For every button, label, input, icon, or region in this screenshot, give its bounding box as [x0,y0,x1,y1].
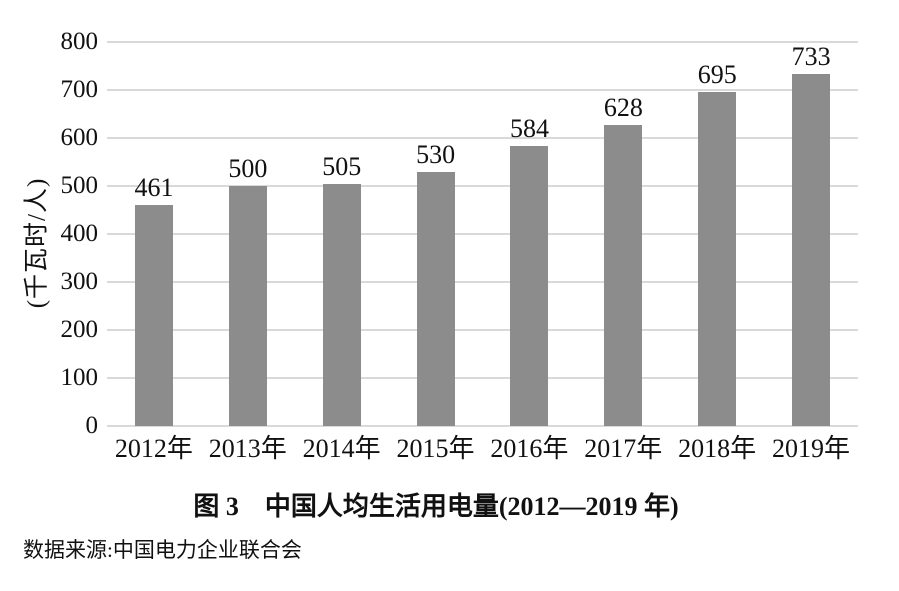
y-axis-tick-label-700: 700 [60,76,99,103]
data-source-note: 数据来源:中国电力企业联合会 [23,538,302,562]
bar-column-2013: 500 2013年 [201,42,295,462]
bar-2017 [604,124,643,426]
bar-column-2018: 695 2018年 [670,42,764,462]
bar-column-2014: 505 2014年 [295,42,389,461]
x-axis-label-2019: 2019年 [772,434,851,463]
y-axis-tick-labels: 0 100 200 300 400 500 600 700 800 [0,0,99,591]
bar-2013 [228,186,267,426]
y-axis-tick-label-500: 500 [60,172,99,199]
y-axis-tick-label-300: 300 [60,268,99,295]
bar-value-label-2014: 505 [322,151,362,181]
x-axis-label-2013: 2013年 [208,434,287,463]
chart-title: 图 3 中国人均生活用电量(2012—2019 年) [193,492,679,521]
x-axis-label-2018: 2018年 [678,434,757,463]
y-axis-tick-label-0: 0 [85,412,99,439]
gridlines-layer [107,41,858,427]
bar-value-label-2018: 695 [697,60,737,90]
gridline-500 [107,185,858,187]
y-axis-tick-label-800: 800 [60,28,99,55]
bar-value-label-2015: 530 [416,139,456,169]
y-axis-tick-label-100: 100 [60,364,99,391]
y-axis-tick-label-600: 600 [60,124,99,151]
bar-column-2017: 628 2017年 [576,42,670,461]
gridline-400 [107,233,858,235]
y-axis-tick-label-200: 200 [60,316,99,343]
bar-value-label-2013: 500 [228,154,268,183]
gridline-300 [107,281,858,283]
y-axis-title: (千瓦时/人) [23,177,51,309]
bars-layer: 461 2012年 500 2013年 505 2014年 530 2015年 584 2016年… [107,42,858,462]
bar-value-label-2012: 461 [134,172,174,202]
y-axis-tick-label-400: 400 [60,220,99,247]
gridline-100 [107,377,858,379]
plot-area: 461 2012年 500 2013年 505 2014年 530 2015年 584 2016年… [107,41,858,462]
gridline-600 [107,137,858,139]
bar-column-2012: 461 2012年 [107,42,201,461]
bar-value-label-2016: 584 [509,113,549,143]
bar-column-2019: 733 2019年 [764,42,858,462]
x-axis-label-2014: 2014年 [302,434,381,463]
gridline-700 [107,89,858,91]
bar-2015 [416,171,455,426]
bar-2016 [510,145,549,426]
bar-column-2015: 530 2015年 [389,42,483,461]
x-axis-label-2016: 2016年 [490,434,569,463]
bar-2018 [698,92,737,426]
bar-value-label-2017: 628 [603,92,643,122]
gridline-200 [107,329,858,331]
bar-2019 [792,74,831,426]
bar-2014 [322,183,361,426]
bar-value-label-2019: 733 [791,42,831,72]
bar-2012 [134,204,173,426]
x-axis-label-2017: 2017年 [584,434,663,463]
x-axis-label-2012: 2012年 [114,434,193,463]
gridline-800 [107,41,858,43]
gridline-0 [107,425,858,427]
x-axis-label-2015: 2015年 [396,434,475,463]
bar-column-2016: 584 2016年 [483,42,577,461]
